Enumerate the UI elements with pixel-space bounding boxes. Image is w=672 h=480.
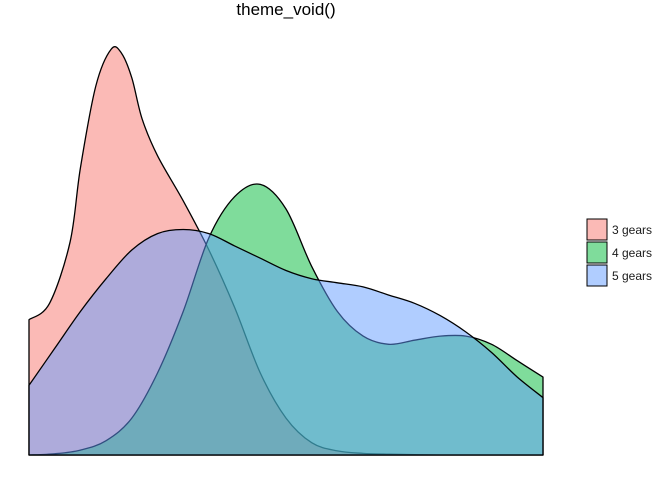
legend-item: 3 gears xyxy=(586,218,652,241)
legend-item: 4 gears xyxy=(586,241,652,264)
legend-item: 5 gears xyxy=(586,264,652,287)
density-area-5-gears xyxy=(28,228,544,456)
legend-key xyxy=(586,241,608,264)
plot-area xyxy=(28,46,544,456)
legend-label: 4 gears xyxy=(612,246,652,260)
legend-key xyxy=(586,264,608,287)
legend-key xyxy=(586,218,608,241)
legend-label: 3 gears xyxy=(612,223,652,237)
legend: 3 gears 4 gears 5 gears xyxy=(586,218,652,287)
chart-title: theme_void() xyxy=(236,0,335,19)
legend-label: 5 gears xyxy=(612,269,652,283)
